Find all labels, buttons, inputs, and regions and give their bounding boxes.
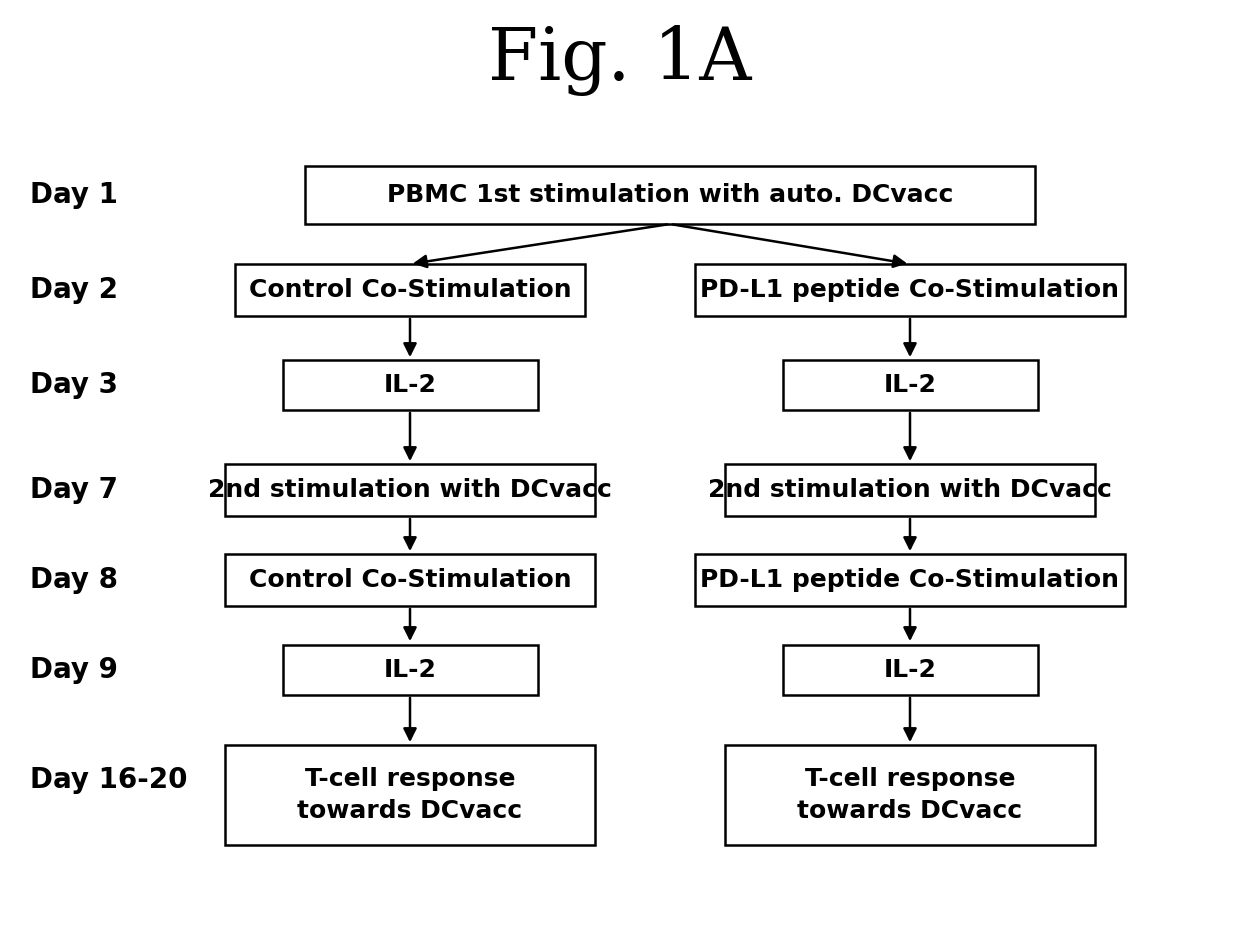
Bar	[283, 645, 537, 695]
Text: Fig. 1A: Fig. 1A	[489, 24, 751, 95]
Text: PD-L1 peptide Co-Stimulation: PD-L1 peptide Co-Stimulation	[701, 278, 1120, 302]
Bar	[305, 166, 1035, 224]
Text: 2nd stimulation with DCvacc: 2nd stimulation with DCvacc	[208, 478, 611, 502]
Text: Day 16-20: Day 16-20	[30, 766, 187, 794]
Text: Control Co-Stimulation: Control Co-Stimulation	[249, 568, 572, 592]
Text: 2nd stimulation with DCvacc: 2nd stimulation with DCvacc	[708, 478, 1112, 502]
Text: Day 3: Day 3	[30, 371, 118, 399]
Text: IL-2: IL-2	[884, 658, 936, 682]
Text: Day 2: Day 2	[30, 276, 118, 304]
Text: Day 1: Day 1	[30, 181, 118, 209]
Bar	[694, 264, 1125, 316]
Text: PBMC 1st stimulation with auto. DCvacc: PBMC 1st stimulation with auto. DCvacc	[387, 183, 954, 207]
Text: Day 8: Day 8	[30, 566, 118, 594]
Text: IL-2: IL-2	[383, 373, 436, 397]
Bar	[782, 645, 1038, 695]
Text: Control Co-Stimulation: Control Co-Stimulation	[249, 278, 572, 302]
Bar	[725, 464, 1095, 516]
Text: IL-2: IL-2	[383, 658, 436, 682]
Bar	[725, 745, 1095, 845]
Text: PD-L1 peptide Co-Stimulation: PD-L1 peptide Co-Stimulation	[701, 568, 1120, 592]
Bar	[236, 264, 585, 316]
Bar	[224, 745, 595, 845]
Bar	[224, 464, 595, 516]
Text: T-cell response
towards DCvacc: T-cell response towards DCvacc	[797, 768, 1023, 823]
Text: IL-2: IL-2	[884, 373, 936, 397]
Bar	[224, 554, 595, 606]
Bar	[694, 554, 1125, 606]
Text: Day 7: Day 7	[30, 476, 118, 504]
Bar	[283, 360, 537, 410]
Text: Day 9: Day 9	[30, 656, 118, 684]
Text: T-cell response
towards DCvacc: T-cell response towards DCvacc	[298, 768, 522, 823]
Bar	[782, 360, 1038, 410]
